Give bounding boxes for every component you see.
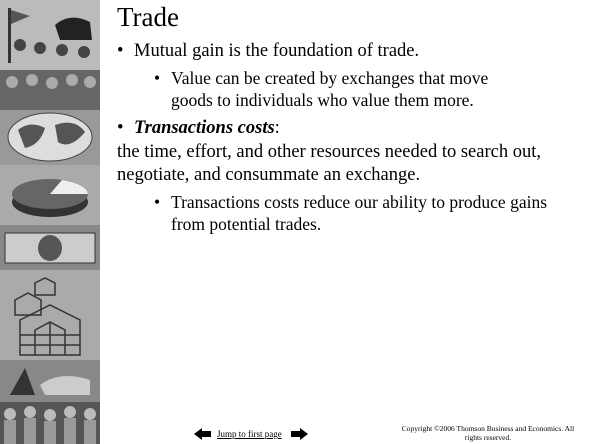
bullet-list: Mutual gain is the foundation of trade. … <box>117 40 567 235</box>
bullet-term: Transactions costs <box>134 118 275 138</box>
bullet-text: Mutual gain is the foundation of trade. <box>134 41 420 61</box>
bullet-definition: the time, effort, and other resources ne… <box>117 142 541 185</box>
bullet: Transactions costs: the time, effort, an… <box>117 117 567 235</box>
slide-title: Trade <box>117 2 180 32</box>
sub-bullet: Value can be created by exchanges that m… <box>154 67 526 111</box>
sub-bullet: Transactions costs reduce our ability to… <box>154 191 571 235</box>
sub-list: Value can be created by exchanges that m… <box>134 67 567 111</box>
bullet: Mutual gain is the foundation of trade. … <box>117 40 567 111</box>
bullet-suffix: : <box>274 118 280 138</box>
copyright: Copyright ©2006 Thomson Business and Eco… <box>401 424 575 442</box>
sub-list: Transactions costs reduce our ability to… <box>134 191 567 235</box>
next-arrow[interactable] <box>291 428 309 440</box>
slide-body: Mutual gain is the foundation of trade. … <box>117 40 567 241</box>
image-strip <box>0 0 100 444</box>
jump-link[interactable]: Jump to first page <box>217 429 282 439</box>
previous-arrow[interactable] <box>194 428 212 440</box>
